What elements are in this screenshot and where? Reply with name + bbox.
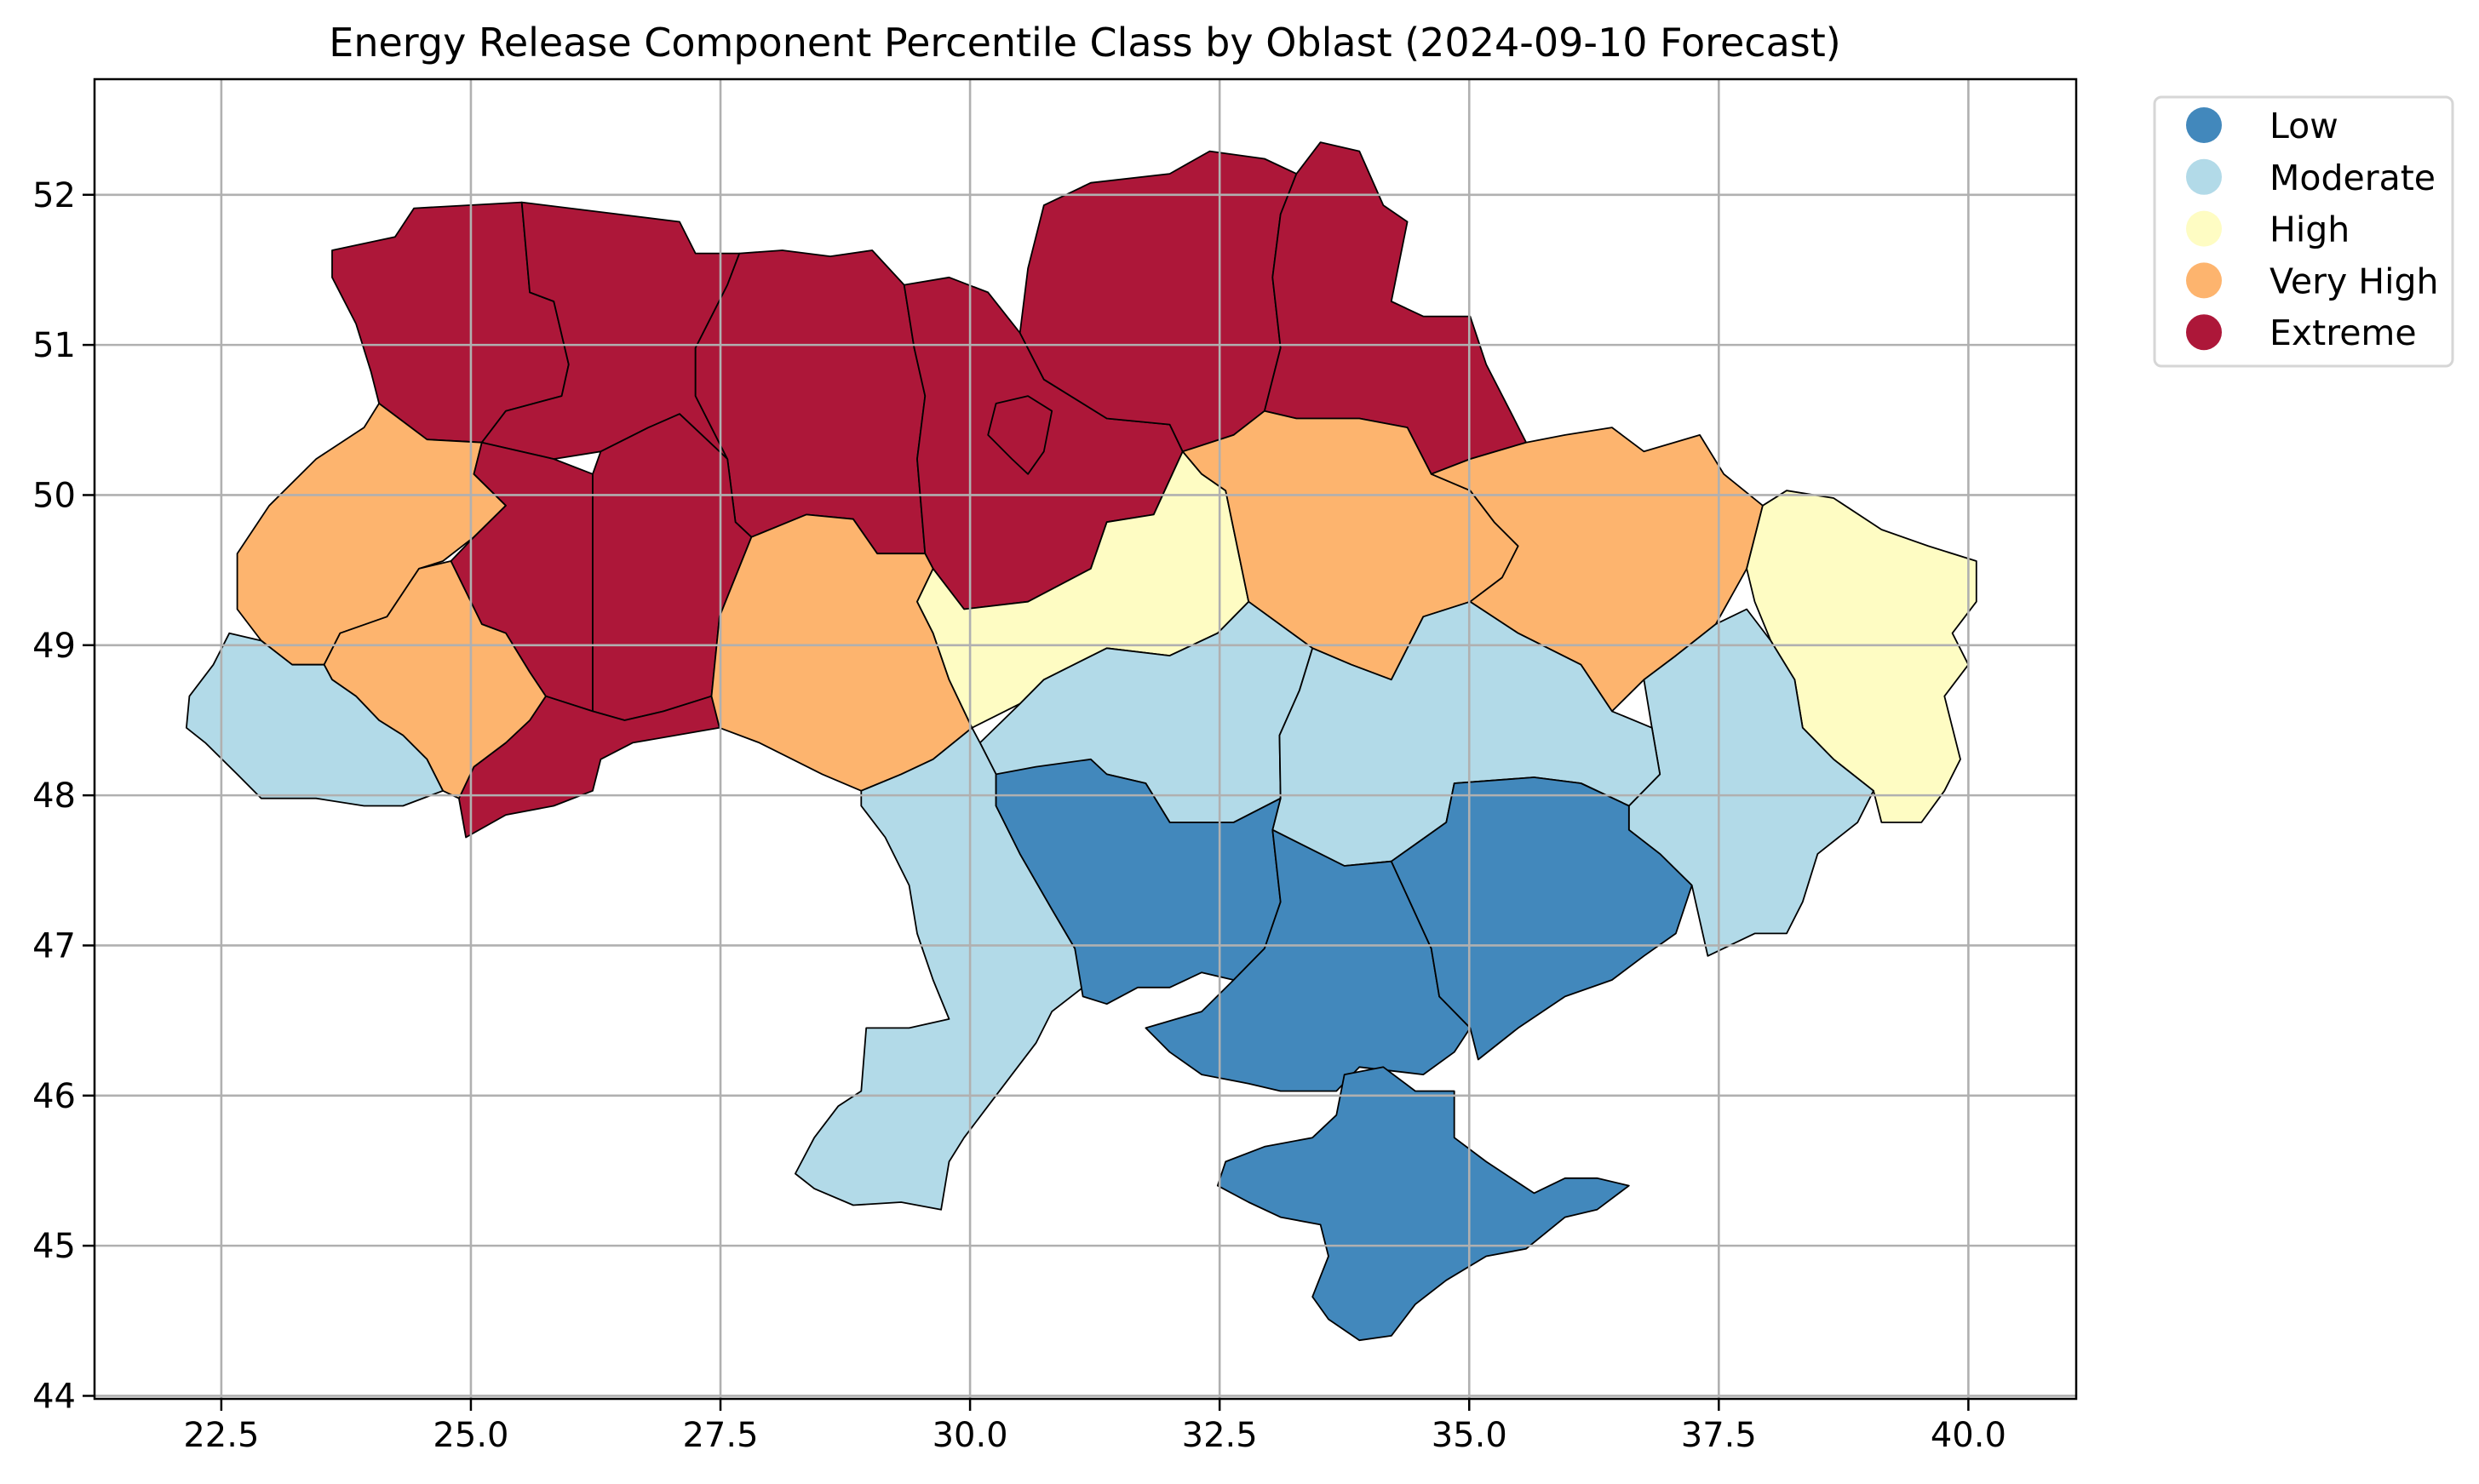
legend-label: Low xyxy=(2270,106,2338,146)
legend-marker-low xyxy=(2186,107,2222,143)
legend-marker-high xyxy=(2186,210,2222,247)
legend-marker-extreme xyxy=(2186,314,2222,351)
x-tick-label: 25.0 xyxy=(433,1416,508,1455)
y-tick-label: 47 xyxy=(32,926,76,965)
y-tick-label: 48 xyxy=(32,776,76,816)
y-tick-label: 45 xyxy=(32,1227,76,1266)
legend-label: Extreme xyxy=(2270,312,2417,353)
y-tick-label: 51 xyxy=(32,326,76,365)
y-tick-label: 46 xyxy=(32,1077,76,1116)
legend-marker-moderate xyxy=(2186,158,2222,195)
x-tick-label: 32.5 xyxy=(1182,1416,1258,1455)
legend-label: Moderate xyxy=(2270,158,2436,198)
x-tick-label: 22.5 xyxy=(183,1416,259,1455)
y-tick-label: 49 xyxy=(32,627,76,666)
axes-frame xyxy=(93,77,2078,1401)
grid-lines xyxy=(95,79,2076,1399)
y-tick-label: 44 xyxy=(32,1377,76,1416)
x-axis: 22.5 25.0 27.5 30.0 32.5 35.0 37.5 40.0 xyxy=(183,1399,2006,1455)
y-axis: 44 45 46 47 48 49 50 51 52 xyxy=(32,176,95,1416)
legend-frame xyxy=(2153,95,2454,368)
legend-marker-very-high xyxy=(2186,262,2222,299)
legend: Low Moderate High Very High Extreme xyxy=(2153,95,2454,368)
y-tick-label: 50 xyxy=(32,476,76,515)
y-tick-label: 52 xyxy=(32,176,76,215)
x-tick-label: 27.5 xyxy=(682,1416,758,1455)
region-extreme xyxy=(987,395,1053,475)
x-tick-label: 30.0 xyxy=(932,1416,1008,1455)
x-tick-label: 40.0 xyxy=(1931,1416,2006,1455)
chart-title: Energy Release Component Percentile Clas… xyxy=(329,20,1840,66)
x-tick-label: 35.0 xyxy=(1432,1416,1507,1455)
map-regions xyxy=(185,141,1977,1342)
x-tick-label: 37.5 xyxy=(1681,1416,1757,1455)
legend-label: High xyxy=(2270,209,2350,250)
legend-label: Very High xyxy=(2270,261,2438,301)
region-moderate xyxy=(185,632,444,807)
